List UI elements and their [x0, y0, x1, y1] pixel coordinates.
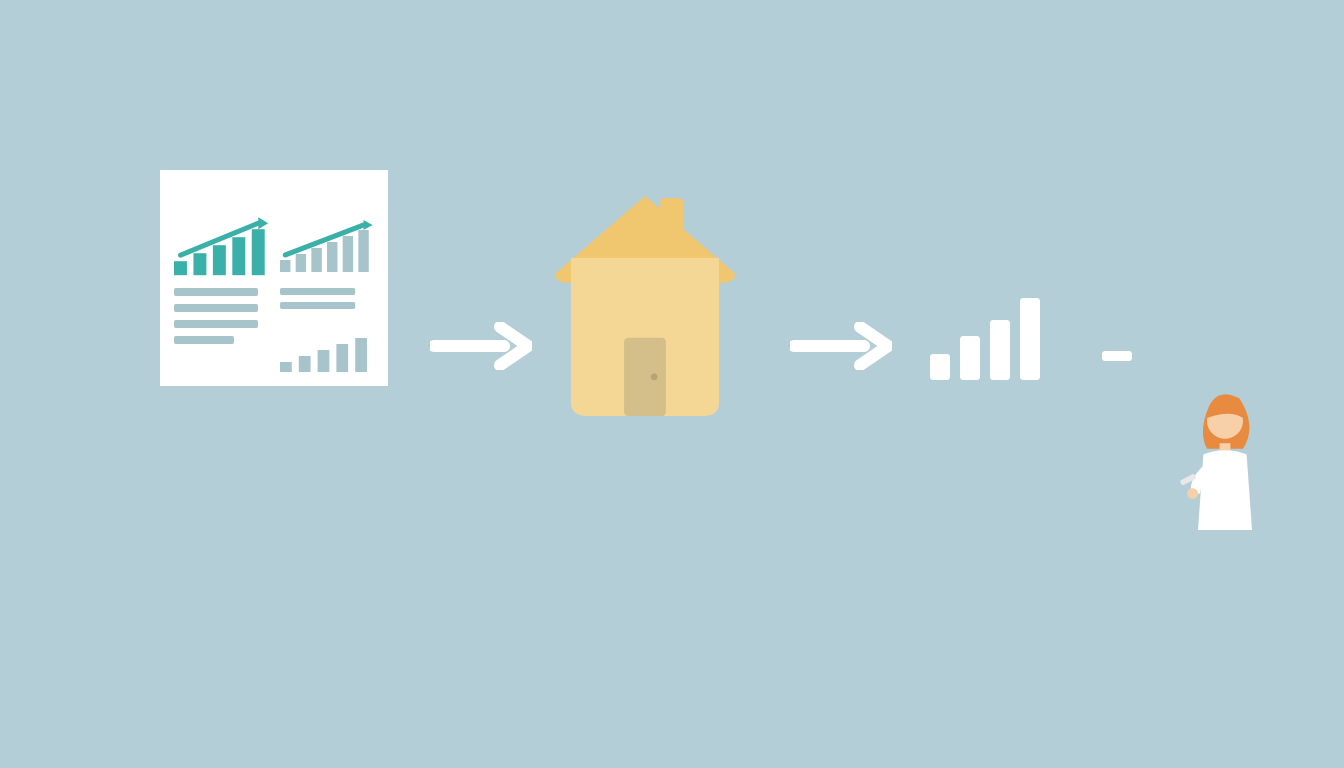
arrow-icon [790, 322, 892, 370]
bar-chart-icon [930, 290, 1060, 380]
house-icon [550, 190, 740, 420]
person-icon [1180, 390, 1270, 530]
infographic-canvas [0, 0, 1344, 768]
report-card-icon [160, 170, 388, 386]
arrow-icon [430, 322, 532, 370]
dash-icon [1102, 348, 1132, 358]
